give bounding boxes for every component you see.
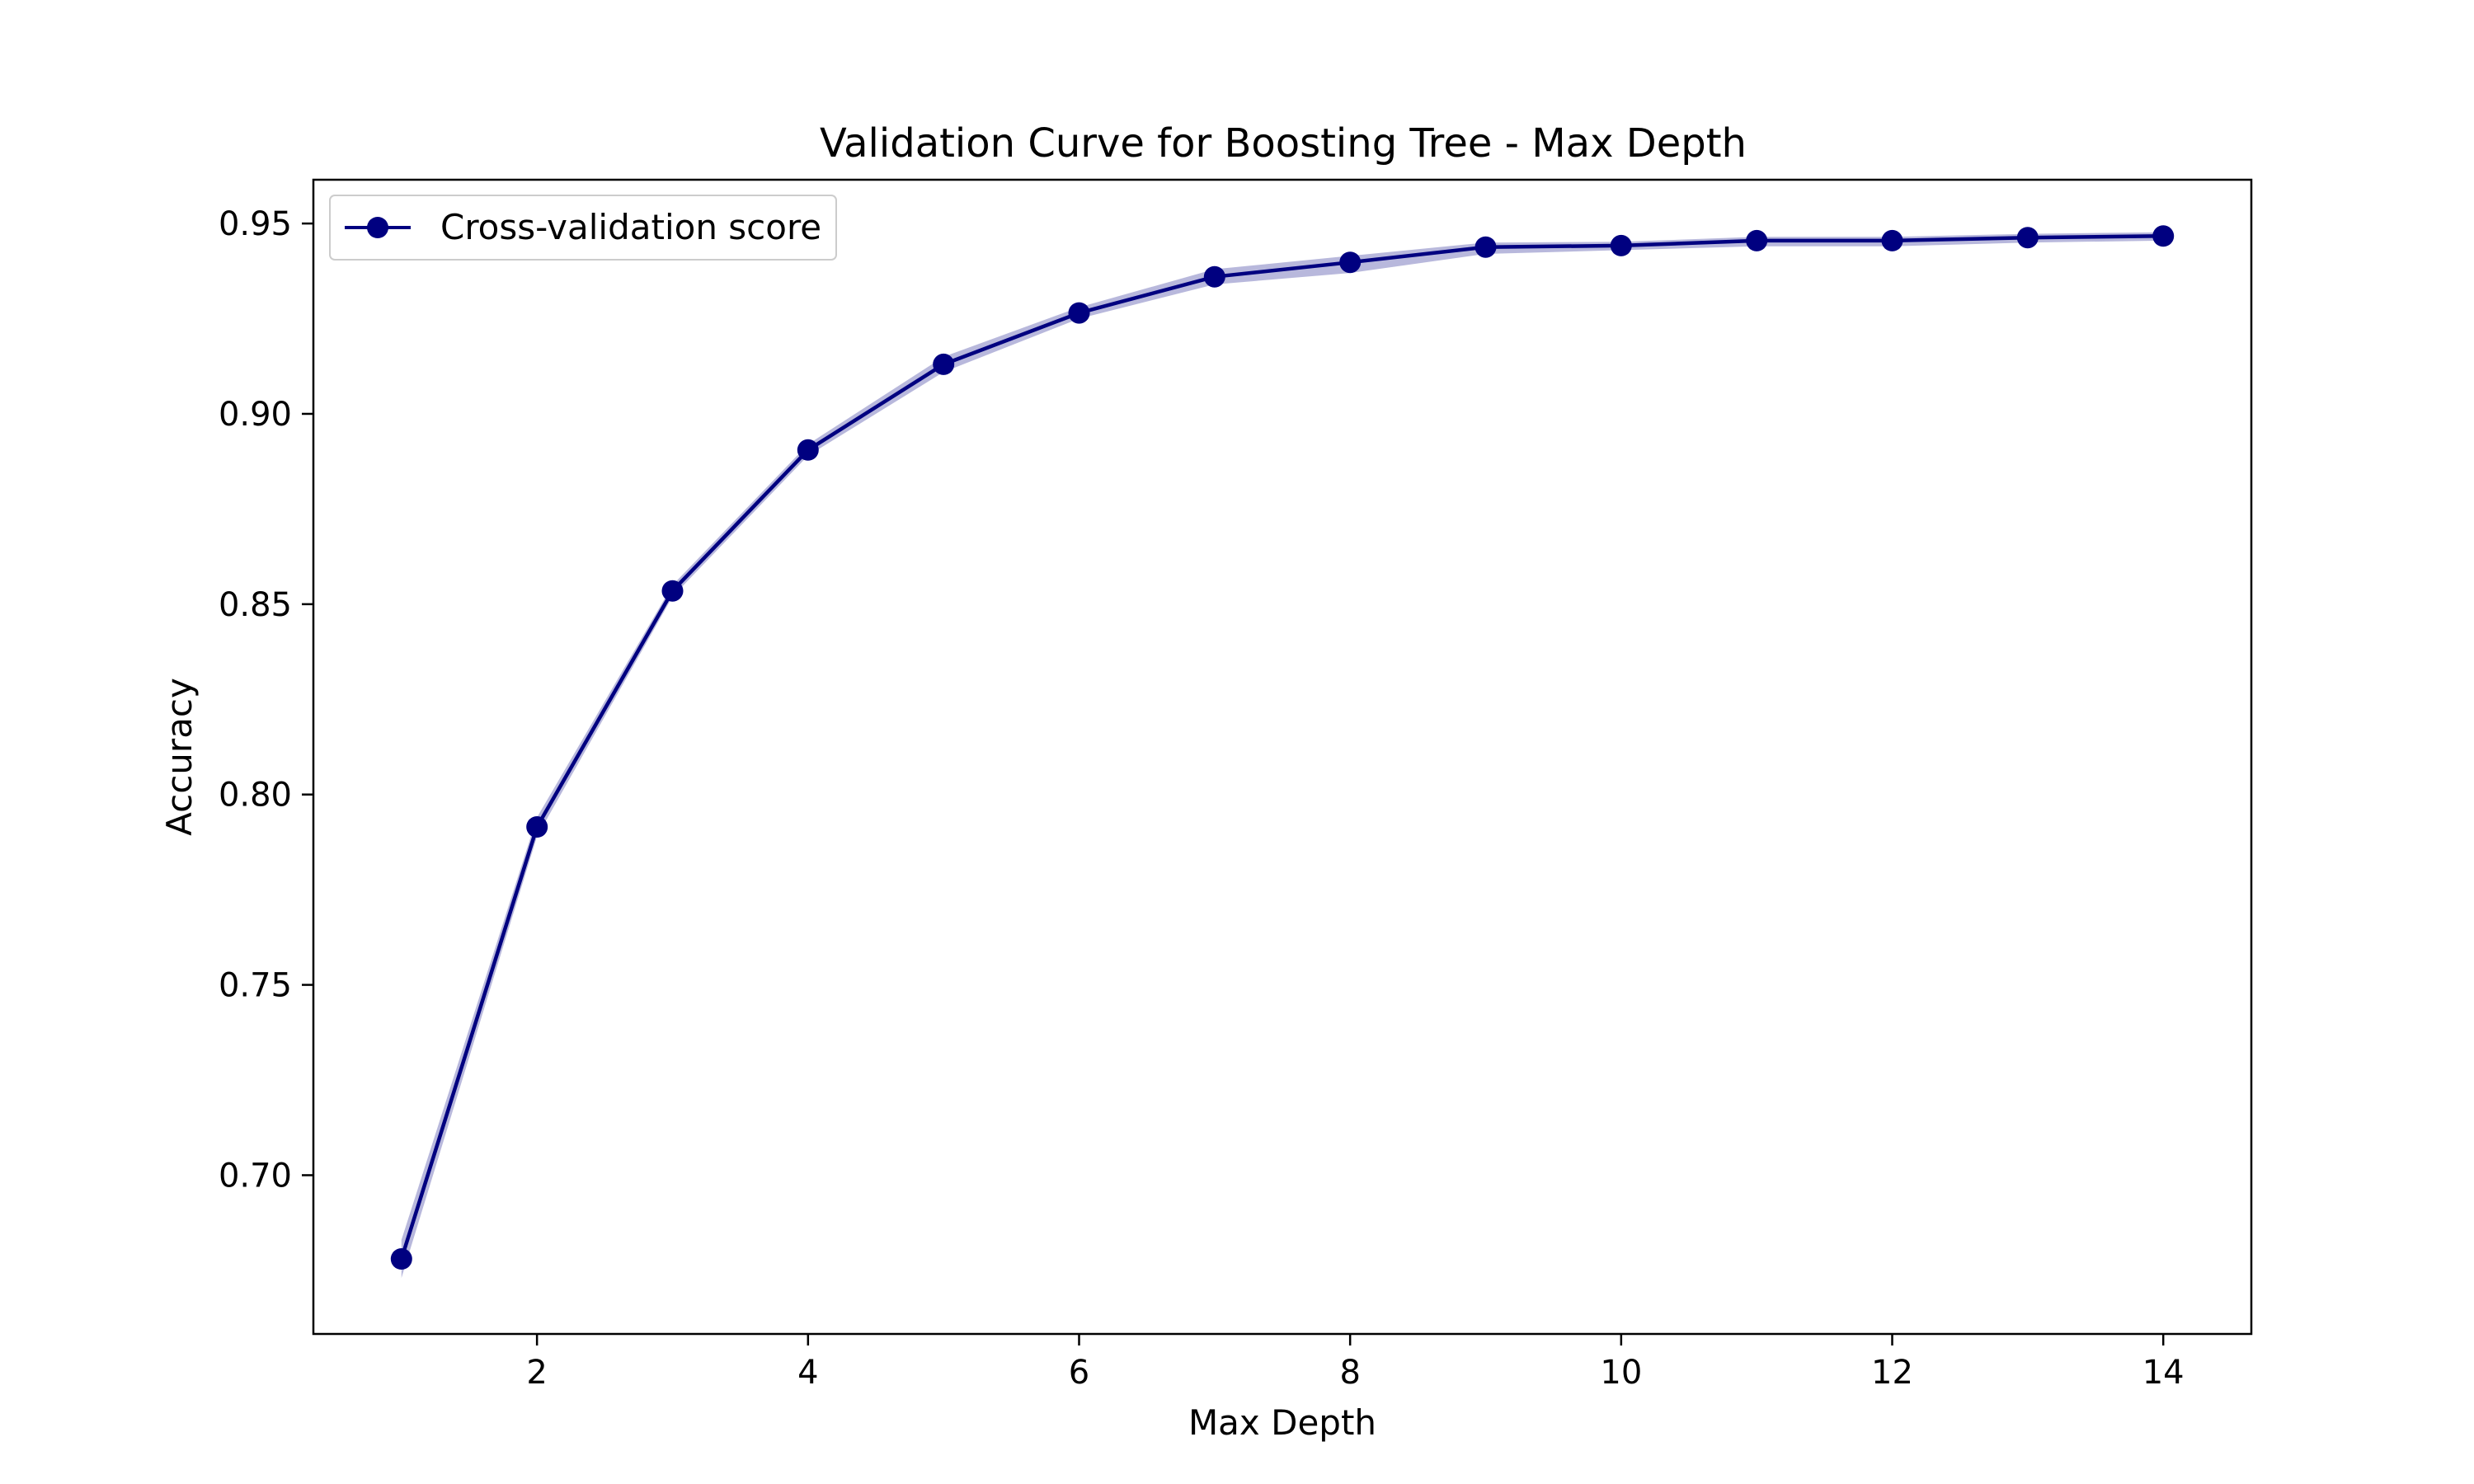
x-tick-label: 14: [2142, 1354, 2185, 1392]
y-axis: 0.70 0.75 0.80 0.85 0.90 0.95: [219, 205, 313, 1195]
data-point: [2152, 225, 2175, 247]
y-tick-label: 0.85: [219, 586, 292, 624]
x-tick-label: 10: [1600, 1354, 1642, 1392]
data-point: [933, 353, 955, 375]
x-tick-label: 2: [526, 1354, 547, 1392]
data-point: [1746, 229, 1768, 251]
legend: Cross-validation score: [329, 195, 837, 261]
series-line: [399, 234, 2164, 1260]
data-point: [797, 439, 819, 461]
x-axis: 2 4 6 8 10 12 14: [526, 1334, 2185, 1392]
data-point: [1475, 236, 1497, 258]
axes-frame: [312, 178, 2253, 1336]
data-point: [1068, 302, 1090, 324]
data-point: [2016, 227, 2039, 249]
legend-label-cross-validation-score: Cross-validation score: [440, 207, 821, 247]
y-tick-label: 0.95: [219, 205, 292, 243]
data-point: [526, 816, 548, 838]
y-tick-label: 0.75: [219, 967, 292, 1005]
y-tick-label: 0.70: [219, 1157, 292, 1195]
chart-title: Validation Curve for Boosting Tree - Max…: [820, 120, 1747, 167]
plot-area: [390, 225, 2175, 1279]
y-tick-label: 0.80: [219, 777, 292, 815]
data-point: [1881, 229, 1903, 251]
legend-circle-marker: [367, 217, 388, 238]
legend-box: [329, 195, 837, 261]
data-point: [661, 580, 684, 602]
x-axis-label: Max Depth: [1188, 1402, 1376, 1443]
y-axis-label: Accuracy: [159, 678, 200, 836]
data-point: [1339, 251, 1362, 274]
x-tick-label: 6: [1069, 1354, 1089, 1392]
y-tick-label: 0.90: [219, 396, 292, 434]
x-tick-label: 4: [797, 1354, 818, 1392]
data-point: [1610, 234, 1632, 256]
data-point: [390, 1248, 412, 1270]
data-point: [1203, 265, 1225, 288]
x-tick-label: 8: [1339, 1354, 1360, 1392]
x-tick-label: 12: [1871, 1354, 1913, 1392]
